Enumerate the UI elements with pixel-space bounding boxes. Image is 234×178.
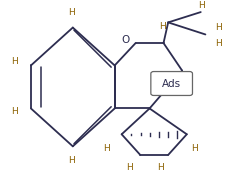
Text: H: H — [126, 163, 133, 172]
Text: H: H — [198, 1, 205, 10]
Text: H: H — [192, 143, 198, 153]
Text: H: H — [215, 39, 222, 48]
Text: O: O — [121, 35, 129, 45]
Text: H: H — [11, 107, 18, 116]
Text: H: H — [68, 8, 75, 17]
Text: H: H — [68, 156, 75, 166]
Text: Ads: Ads — [162, 78, 181, 88]
Text: H: H — [103, 143, 110, 153]
FancyBboxPatch shape — [151, 72, 193, 95]
Text: H: H — [11, 57, 18, 67]
Text: H: H — [157, 163, 163, 172]
Text: H: H — [159, 22, 166, 31]
Text: H: H — [215, 23, 222, 32]
